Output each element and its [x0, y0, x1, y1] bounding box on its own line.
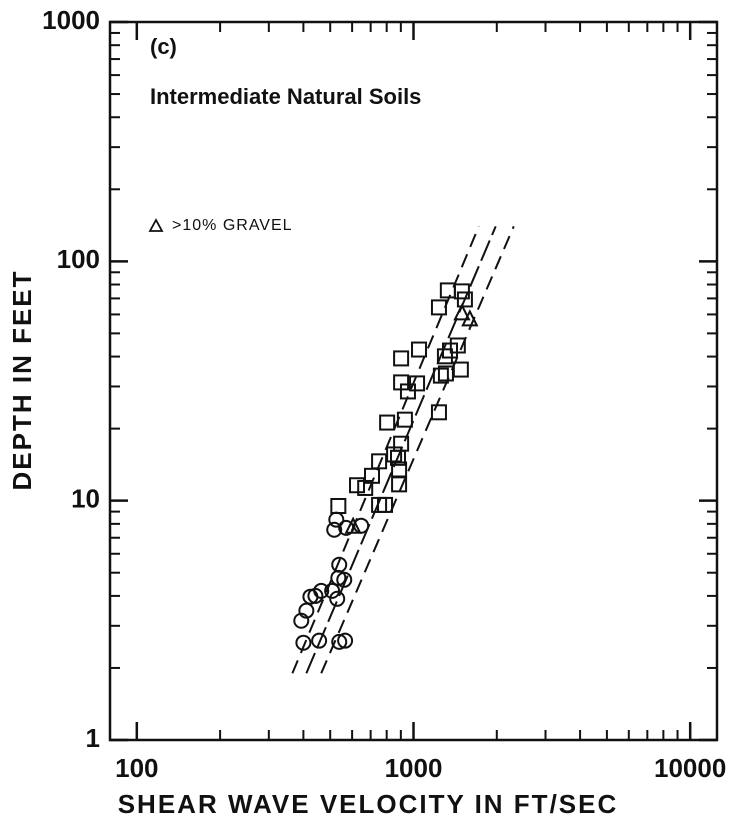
circle-marker [313, 582, 330, 599]
panel-title: Intermediate Natural Soils [150, 84, 421, 109]
square-marker [430, 299, 447, 316]
square-marker [396, 411, 413, 428]
triangle-marker [344, 516, 362, 534]
square-marker [432, 367, 449, 384]
circle-marker [331, 556, 348, 573]
square-marker [409, 375, 426, 392]
y-axis-label: DEPTH IN FEET [7, 269, 37, 490]
square-marker [390, 449, 407, 466]
square-marker [386, 446, 403, 463]
y-tick-label: 1000 [42, 5, 100, 35]
circle-marker [326, 521, 343, 538]
x-tick-label: 100 [115, 753, 158, 783]
square-marker [349, 477, 366, 494]
circle-marker [337, 632, 354, 649]
circle-marker [336, 571, 353, 588]
circle-marker [338, 519, 355, 536]
y-tick-label: 10 [71, 484, 100, 514]
square-marker [452, 361, 469, 378]
circle-marker [329, 590, 346, 607]
square-marker [453, 283, 470, 300]
x-tick-label: 10000 [654, 753, 726, 783]
circle-marker [331, 633, 348, 650]
legend-label: >10% GRAVEL [172, 217, 293, 234]
square-marker [399, 383, 416, 400]
circle-marker [311, 632, 328, 649]
square-marker [371, 496, 388, 513]
legend-marker [148, 218, 164, 232]
y-tick-label: 100 [57, 244, 100, 274]
square-marker [391, 476, 408, 493]
x-tick-label: 1000 [385, 753, 443, 783]
square-marker [456, 291, 473, 308]
circle-marker [324, 582, 341, 599]
y-tick-label: 1 [86, 723, 100, 753]
panel-label: (c) [150, 34, 177, 59]
trend-line [320, 225, 515, 674]
square-marker [357, 479, 374, 496]
square-marker [393, 350, 410, 367]
circle-marker [328, 511, 345, 528]
x-axis-label: SHEAR WAVE VELOCITY IN FT/SEC [118, 789, 619, 819]
circle-marker [293, 612, 310, 629]
square-marker [437, 365, 454, 382]
square-marker [330, 497, 347, 514]
square-marker [411, 341, 428, 358]
square-marker [430, 404, 447, 421]
trend-line [291, 225, 480, 674]
triangle-marker [453, 303, 471, 321]
square-marker [379, 414, 396, 431]
square-marker [439, 282, 456, 299]
square-marker [442, 342, 459, 359]
square-marker [436, 348, 453, 365]
circle-marker [298, 602, 315, 619]
circle-marker [295, 634, 312, 651]
